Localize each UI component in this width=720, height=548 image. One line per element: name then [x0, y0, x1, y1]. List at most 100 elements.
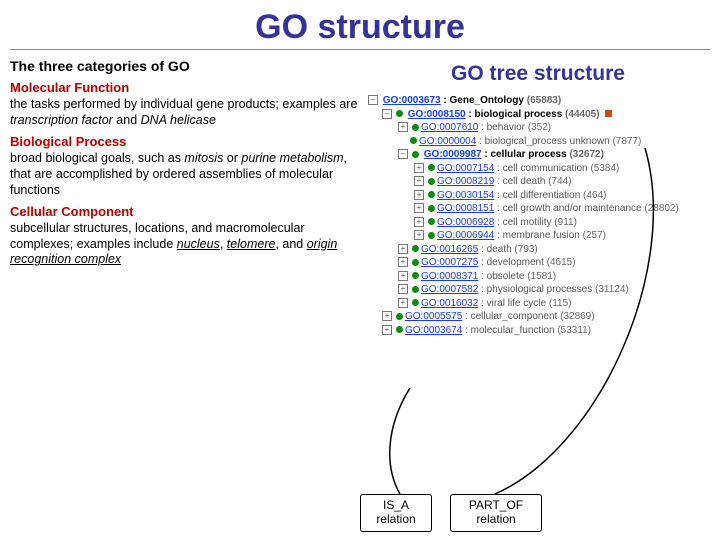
- tree-item: +GO:0007610 : behavior (352): [368, 121, 708, 135]
- go-id[interactable]: GO:0006944: [437, 230, 494, 241]
- go-label: physiological processes: [487, 284, 593, 295]
- tree-item: +GO:0006944 : membrane fusion (257): [368, 229, 708, 243]
- go-label: cellular process: [491, 149, 567, 160]
- go-id[interactable]: GO:0016032: [421, 298, 478, 309]
- expand-icon[interactable]: +: [398, 244, 408, 254]
- tree-item: +GO:0007154 : cell communication (5384): [368, 162, 708, 176]
- go-count: (65883): [527, 95, 561, 106]
- go-label: behavior: [487, 122, 525, 133]
- expand-icon[interactable]: +: [414, 163, 424, 173]
- biological-process-text: broad biological goals, such as mitosis …: [10, 151, 360, 198]
- cc-term-1: nucleus: [177, 237, 220, 251]
- part-of-icon: [605, 110, 612, 117]
- go-label: membrane fusion: [503, 230, 580, 241]
- go-count: (32672): [569, 149, 603, 160]
- go-id[interactable]: GO:0009987: [424, 149, 482, 160]
- go-label: Gene_Ontology: [450, 95, 524, 106]
- go-id[interactable]: GO:0005575: [405, 311, 462, 322]
- go-id[interactable]: GO:0008371: [421, 271, 478, 282]
- expand-icon[interactable]: +: [414, 176, 424, 186]
- tree-item: +GO:0007275 : development (4615): [368, 256, 708, 270]
- expand-icon[interactable]: +: [398, 284, 408, 294]
- go-id[interactable]: GO:0003674: [405, 325, 462, 336]
- is-a-icon: [412, 245, 419, 252]
- go-id[interactable]: GO:0006928: [437, 217, 494, 228]
- go-label: cellular_component: [471, 311, 558, 322]
- go-label: death: [487, 244, 512, 255]
- go-count: (793): [514, 244, 537, 255]
- content-columns: The three categories of GO Molecular Fun…: [0, 56, 720, 337]
- biological-process-heading: Biological Process: [10, 134, 360, 149]
- is-a-icon: [412, 286, 419, 293]
- go-id[interactable]: GO:0003673: [383, 95, 441, 106]
- tree-item: +GO:0030154 : cell differentiation (464): [368, 189, 708, 203]
- is-a-icon: [412, 151, 419, 158]
- mf-term-2: DNA helicase: [141, 113, 216, 127]
- bp-text-c: or: [223, 151, 241, 165]
- go-id[interactable]: GO:0007154: [437, 163, 494, 174]
- is-a-icon: [428, 191, 435, 198]
- collapse-icon[interactable]: –: [398, 149, 408, 159]
- expand-icon[interactable]: +: [382, 311, 392, 321]
- expand-icon[interactable]: +: [398, 271, 408, 281]
- cc-text-c: ,: [220, 237, 227, 251]
- go-label: cell motility: [503, 217, 552, 228]
- tree-root: – GO:0003673 : Gene_Ontology (65883): [368, 94, 708, 108]
- go-count: (352): [528, 122, 551, 133]
- go-id[interactable]: GO:0000004: [419, 136, 476, 147]
- cellular-component-text: subcellular structures, locations, and m…: [10, 221, 360, 268]
- go-count: (28802): [644, 203, 678, 214]
- expand-icon[interactable]: +: [414, 230, 424, 240]
- is-a-icon: [412, 259, 419, 266]
- partof-callout: PART_OF relation: [450, 494, 542, 532]
- go-id[interactable]: GO:0008151: [437, 203, 494, 214]
- go-id[interactable]: GO:0016265: [421, 244, 478, 255]
- go-count: (115): [549, 298, 572, 309]
- go-id[interactable]: GO:0007582: [421, 284, 478, 295]
- go-count: (464): [583, 190, 606, 201]
- go-label: development: [487, 257, 544, 268]
- is-a-icon: [410, 137, 417, 144]
- title-divider: [10, 49, 710, 50]
- molecular-function-heading: Molecular Function: [10, 80, 360, 95]
- isa-callout: IS_A relation: [360, 494, 432, 532]
- collapse-icon[interactable]: –: [368, 95, 378, 105]
- expand-icon[interactable]: +: [414, 217, 424, 227]
- is-a-icon: [428, 178, 435, 185]
- expand-icon[interactable]: +: [414, 190, 424, 200]
- mf-term-1: transcription factor: [10, 113, 113, 127]
- expand-icon[interactable]: +: [398, 122, 408, 132]
- bp-term-2: purine metabolism: [241, 151, 343, 165]
- is-a-icon: [412, 124, 419, 131]
- expand-icon[interactable]: +: [398, 298, 408, 308]
- go-count: (31124): [595, 284, 629, 295]
- go-label: biological process: [475, 109, 563, 120]
- left-column: The three categories of GO Molecular Fun…: [10, 56, 368, 337]
- go-id[interactable]: GO:0007275: [421, 257, 478, 268]
- expand-icon[interactable]: +: [382, 325, 392, 335]
- tree-item: +GO:0008371 : obsolete (1581): [368, 270, 708, 284]
- go-id[interactable]: GO:0008150: [408, 109, 466, 120]
- go-count: (257): [583, 230, 606, 241]
- go-count: (5384): [590, 163, 619, 174]
- is-a-icon: [428, 164, 435, 171]
- bp-term-1: mitosis: [184, 151, 223, 165]
- go-label: cell death: [503, 176, 546, 187]
- expand-icon[interactable]: +: [414, 203, 424, 213]
- go-id[interactable]: GO:0008219: [437, 176, 494, 187]
- go-label: cell differentiation: [503, 190, 581, 201]
- isa-line1: IS_A: [383, 498, 409, 512]
- bp-text-a: broad biological goals, such as: [10, 151, 184, 165]
- tree-item: +GO:0016265 : death (793): [368, 243, 708, 257]
- mf-text-a: the tasks performed by individual gene p…: [10, 97, 357, 111]
- go-id[interactable]: GO:0030154: [437, 190, 494, 201]
- collapse-icon[interactable]: –: [382, 109, 392, 119]
- tree-item: +GO:0003674 : molecular_function (53311): [368, 324, 708, 338]
- is-a-icon: [428, 218, 435, 225]
- tree-title: GO tree structure: [368, 62, 708, 86]
- tree-item: +GO:0008219 : cell death (744): [368, 175, 708, 189]
- is-a-icon: [428, 205, 435, 212]
- go-id[interactable]: GO:0007610: [421, 122, 478, 133]
- partof-line2: relation: [476, 512, 515, 526]
- expand-icon[interactable]: +: [398, 257, 408, 267]
